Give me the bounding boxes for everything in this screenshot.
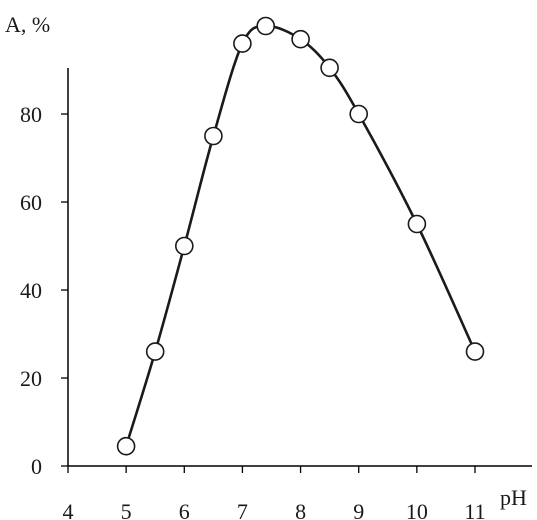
data-point [465, 342, 485, 361]
x-tick-label: 11 [464, 499, 485, 520]
data-point [175, 236, 194, 256]
y-ticks: 0 20 40 60 80 [20, 102, 68, 479]
y-tick-label: 80 [20, 102, 42, 127]
x-axis-title: pH [500, 485, 527, 510]
x-tick-label: 9 [353, 499, 364, 520]
y-tick-label: 40 [20, 278, 42, 303]
x-ticks: 4 5 6 7 8 9 10 11 [63, 466, 486, 520]
data-point [256, 16, 276, 36]
data-point [233, 34, 252, 53]
data-point [349, 104, 369, 124]
y-axis-title: A, % [5, 12, 50, 37]
data-point [291, 29, 310, 49]
data-point [145, 342, 165, 361]
x-tick-label: 5 [121, 499, 132, 520]
y-tick-label: 60 [20, 190, 42, 215]
y-tick-label: 0 [31, 454, 42, 479]
data-point [320, 58, 339, 78]
x-tick-label: 10 [406, 499, 428, 520]
x-tick-label: 4 [63, 499, 74, 520]
data-point [407, 214, 427, 234]
y-tick-label: 20 [20, 366, 42, 391]
x-tick-label: 7 [237, 499, 248, 520]
data-point [204, 126, 223, 146]
x-tick-label: 8 [295, 499, 306, 520]
data-curve [124, 24, 477, 448]
data-markers [116, 16, 485, 456]
data-point [116, 436, 136, 456]
x-tick-label: 6 [179, 499, 190, 520]
